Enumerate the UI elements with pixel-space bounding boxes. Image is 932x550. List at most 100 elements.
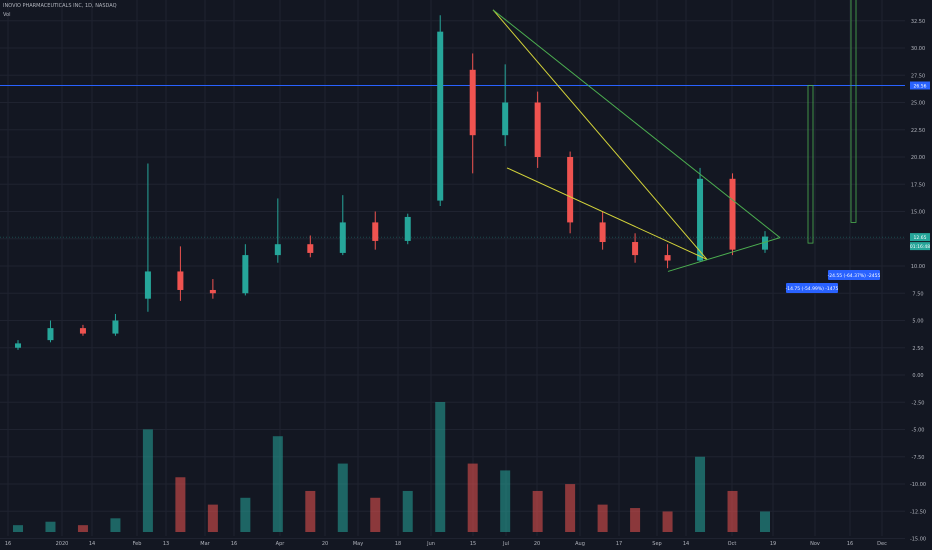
y-tick-label: 30.00 [911, 46, 925, 52]
candle [307, 244, 314, 253]
y-tick-label: -2.50 [912, 400, 925, 406]
measure-label-box [828, 270, 880, 280]
y-tick-label: -12.50 [910, 509, 926, 515]
x-tick-label: 20 [322, 541, 328, 547]
volume-bar [402, 490, 413, 532]
y-tick-label: 7.50 [912, 291, 923, 297]
candle [599, 222, 606, 243]
candle [339, 222, 346, 253]
candle [502, 102, 509, 136]
volume-bar [500, 470, 511, 532]
candle [177, 271, 184, 290]
volume-bar [467, 463, 478, 532]
volume-bar [175, 477, 186, 532]
y-tick-label: 25.00 [911, 101, 925, 107]
candle [144, 271, 151, 299]
candle [437, 31, 444, 201]
volume-bar [142, 429, 153, 532]
triangle-lower-line [667, 237, 781, 272]
price-tag: 12.65 [914, 235, 927, 241]
y-tick-label: 32.50 [911, 19, 925, 25]
volume-bar [695, 456, 706, 532]
price-tag: 26.56 [914, 83, 927, 89]
x-tick-label: Oct [728, 541, 737, 547]
x-tick-label: 13 [163, 541, 169, 547]
x-tick-label: Jul [502, 541, 509, 547]
x-tick-label: Sep [652, 541, 661, 547]
candle [534, 102, 541, 157]
y-tick-label: 5.00 [912, 319, 923, 325]
candle [567, 157, 574, 223]
volume-bar [77, 525, 88, 532]
volume-bar [565, 484, 576, 532]
wedge-upper-line [492, 9, 708, 260]
candle [697, 178, 704, 261]
x-tick-label: 19 [770, 541, 776, 547]
volume-bar [597, 504, 608, 532]
y-tick-label: -15.00 [910, 537, 926, 543]
y-tick-label: -7.50 [912, 455, 925, 461]
wedge-lower-line [506, 167, 708, 260]
candle [79, 328, 86, 334]
symbol-title: INOVIO PHARMACEUTICALS INC, 1D, NASDAQ [3, 3, 117, 9]
x-tick-label: Mar [200, 541, 210, 547]
price-tag-box [910, 81, 930, 90]
volume-bar [370, 497, 381, 532]
candle [47, 328, 54, 341]
candle [632, 242, 639, 256]
volume-bar [110, 518, 121, 532]
triangle-upper-line [492, 9, 781, 239]
volume-bar [435, 402, 446, 532]
candle [15, 343, 21, 348]
measure-label-box [786, 283, 838, 293]
volume-indicator-label[interactable]: Vol [3, 12, 11, 18]
x-tick-label: 16 [5, 541, 11, 547]
candle [404, 216, 411, 241]
y-tick-label: 15.00 [911, 210, 925, 216]
x-tick-label: Aug [575, 541, 585, 547]
x-tick-label: 16 [231, 541, 237, 547]
candle [209, 289, 216, 294]
x-tick-label: Nov [810, 541, 820, 547]
x-tick-label: 2020 [56, 541, 69, 547]
candle [372, 222, 379, 241]
candle [729, 178, 736, 250]
y-tick-label: 22.50 [911, 128, 925, 134]
x-tick-label: 14 [683, 541, 689, 547]
volume-bar [760, 511, 770, 532]
y-tick-label: -10.00 [910, 482, 926, 488]
x-tick-label: Feb [133, 541, 142, 547]
y-tick-label: 10.00 [911, 264, 925, 270]
y-tick-label: 20.00 [911, 155, 925, 161]
x-tick-label: 16 [847, 541, 853, 547]
volume-bar [630, 508, 641, 532]
volume-bar [532, 490, 543, 532]
y-tick-label: 2.50 [912, 346, 923, 352]
candle [664, 255, 671, 261]
y-tick-label: 17.50 [911, 182, 925, 188]
measure-label: -24.55 (-64.37%) -2455 [828, 273, 881, 279]
y-tick-label: 27.50 [911, 73, 925, 79]
volume-bar [337, 463, 348, 532]
price-tag-box [910, 242, 930, 251]
x-tick-label: 18 [395, 541, 401, 547]
x-tick-label: Apr [276, 541, 286, 547]
candle [242, 255, 249, 294]
volume-bar [207, 504, 218, 532]
volume-bar [727, 490, 738, 532]
candle [112, 320, 119, 334]
x-tick-label: 20 [534, 541, 540, 547]
y-tick-label: -5.00 [912, 428, 925, 434]
measure-label: -14.75 (-54.99%) -1475 [786, 286, 839, 292]
volume-bar [45, 521, 56, 532]
x-tick-label: 15 [470, 541, 476, 547]
volume-bar [240, 497, 251, 532]
x-tick-label: 17 [616, 541, 622, 547]
x-tick-label: 14 [89, 541, 95, 547]
x-tick-label: Dec [877, 541, 887, 547]
x-tick-label: May [353, 541, 363, 547]
x-tick-label: Jun [426, 541, 435, 547]
volume-bar [13, 525, 23, 532]
